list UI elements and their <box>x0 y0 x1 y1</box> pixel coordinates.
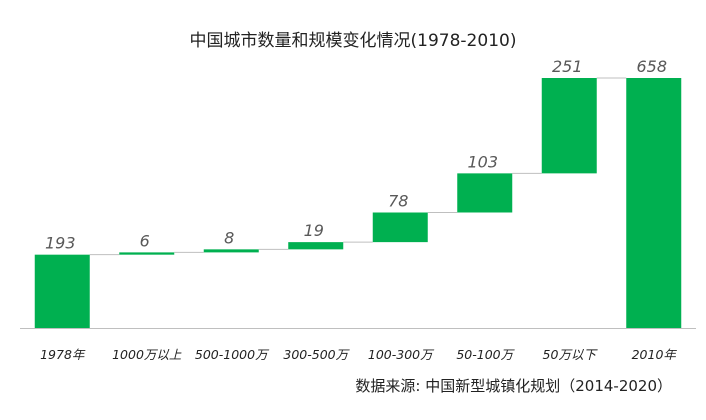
bar-1 <box>34 254 90 328</box>
value-label: 193 <box>45 234 76 253</box>
x-tick-label: 2010年 <box>632 347 678 362</box>
value-label: 78 <box>388 191 408 210</box>
x-tick-label: 100-300万 <box>368 347 435 362</box>
x-tick-label: 500-1000万 <box>195 347 270 362</box>
bar-4 <box>288 242 344 250</box>
chart-title: 中国城市数量和规模变化情况(1978-2010) <box>189 31 517 51</box>
value-label: 6 <box>140 231 150 250</box>
bar-5 <box>372 212 428 243</box>
x-tick-label: 50-100万 <box>456 347 515 362</box>
value-label: 19 <box>304 221 324 240</box>
bar-7 <box>541 78 597 174</box>
x-tick-label: 1978年 <box>40 347 86 362</box>
x-tick-label: 50万以下 <box>543 347 599 362</box>
value-label: 103 <box>467 152 498 171</box>
value-label: 251 <box>552 57 583 76</box>
x-tick-label: 300-500万 <box>283 347 350 362</box>
value-label: 658 <box>636 57 667 76</box>
source-note: 数据来源: 中国新型城镇化规划（2014-2020） <box>355 377 672 395</box>
x-tick-label: 1000万以上 <box>112 347 182 362</box>
bar-6 <box>457 173 513 213</box>
bar-2 <box>119 252 175 255</box>
bar-3 <box>203 249 259 253</box>
value-label: 8 <box>224 228 234 247</box>
bar-8 <box>626 78 682 328</box>
